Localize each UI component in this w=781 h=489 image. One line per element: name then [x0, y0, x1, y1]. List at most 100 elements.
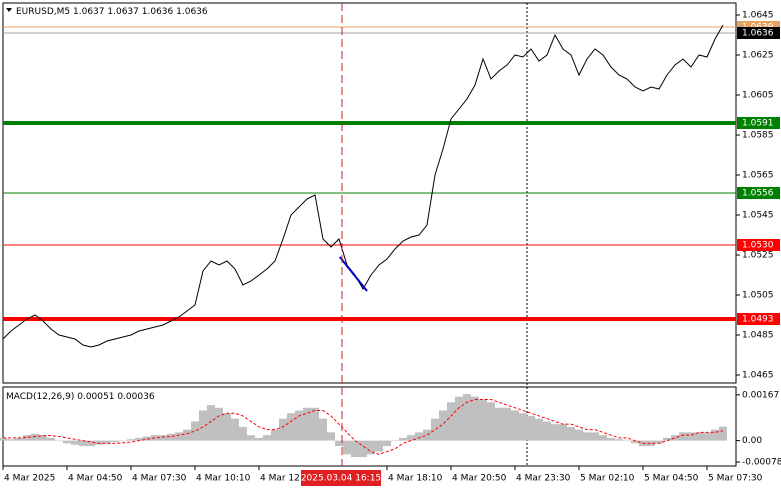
- y-tick-label: 1.0645: [742, 11, 774, 21]
- macd-bar: [527, 415, 535, 441]
- macd-bar: [87, 440, 95, 447]
- marks: 1.0645 1.0625 1.0605 1.0585 1.0565 1.0545 1.05…: [0, 11, 781, 484]
- macd-bar: [455, 396, 463, 441]
- macd-bar: [599, 435, 607, 441]
- macd-bar: [247, 435, 255, 441]
- macd-bar: [407, 435, 415, 441]
- macd-bar: [383, 440, 391, 447]
- crosshair-label: 2025.03.04 16:15: [301, 474, 381, 484]
- macd-bar: [327, 432, 335, 441]
- macd-bar: [279, 418, 287, 441]
- macd-bar: [423, 429, 431, 441]
- macd-bar: [567, 426, 575, 441]
- macd-bar: [663, 437, 671, 441]
- macd-bar: [375, 440, 383, 452]
- macd-bar: [623, 440, 631, 442]
- macd-bar: [167, 433, 175, 441]
- y-tick-label: 1.0505: [742, 291, 774, 301]
- macd-bar: [71, 440, 79, 445]
- macd-bar: [239, 426, 247, 441]
- level-label: 1.0556: [742, 189, 774, 199]
- macd-bar: [119, 440, 127, 442]
- macd-bar: [671, 435, 679, 441]
- symbol-menu[interactable]: [6, 8, 12, 12]
- macd-bar: [463, 394, 471, 441]
- macd-bar: [615, 439, 623, 441]
- x-tick-label: 5 Mar 07:30: [708, 474, 763, 484]
- close: 1.0636: [176, 7, 208, 17]
- y-tick-label: 0.00167: [742, 390, 779, 400]
- macd-bar: [15, 437, 23, 441]
- macd-value: 0.00051: [77, 392, 114, 402]
- macd-bar: [519, 413, 527, 441]
- macd-bar: [535, 418, 543, 441]
- macd-bar: [711, 429, 719, 441]
- macd-bar: [359, 440, 367, 458]
- macd-bar: [655, 440, 663, 444]
- x-tick-label: 4 Mar 23:30: [516, 474, 571, 484]
- macd-bar: [0, 437, 7, 441]
- x-tick-label: 4 Mar 12:50: [260, 474, 315, 484]
- macd-bar: [551, 424, 559, 441]
- macd-bar: [439, 410, 447, 441]
- level-label: 1.0530: [742, 241, 774, 251]
- macd-bar: [495, 407, 503, 441]
- macd-bar: [199, 410, 207, 441]
- macd-bar: [679, 432, 687, 441]
- x-tick-label: 4 Mar 07:30: [132, 474, 187, 484]
- macd-bar: [103, 440, 111, 444]
- bid-label: 1.0636: [742, 29, 774, 39]
- x-tick-label: 4 Mar 04:50: [68, 474, 123, 484]
- macd-bar: [79, 440, 87, 447]
- macd-bar: [391, 440, 399, 442]
- macd-bar: [319, 418, 327, 441]
- high: 1.0637: [107, 7, 139, 17]
- x-tick-label: 4 Mar 18:10: [388, 474, 443, 484]
- macd-bar: [215, 407, 223, 441]
- x-tick-label: 4 Mar 2025: [4, 474, 55, 484]
- macd-bar: [479, 399, 487, 441]
- trend-line: [339, 256, 368, 292]
- level-label: 1.0591: [742, 119, 774, 129]
- macd-bar: [631, 440, 639, 444]
- macd-bar: [63, 440, 71, 444]
- y-tick-label: 1.0485: [742, 331, 774, 341]
- macd-bar: [719, 426, 727, 441]
- y-tick-label: 1.0545: [742, 211, 774, 221]
- macd-bar: [399, 437, 407, 441]
- macd-bar: [127, 439, 135, 441]
- macd-bar: [447, 402, 455, 441]
- macd-title: MACD(12,26,9): [6, 392, 74, 402]
- y-tick-label: 1.0465: [742, 371, 774, 381]
- macd-bar: [647, 440, 655, 447]
- macd-bar: [543, 421, 551, 441]
- macd-bar: [607, 437, 615, 441]
- level-label-box: [737, 239, 780, 251]
- macd-bar: [695, 432, 703, 441]
- macd-bar: [335, 440, 343, 447]
- symbol: EURUSD,M5: [16, 7, 70, 17]
- macd-bar: [111, 440, 119, 442]
- macd-bar: [583, 432, 591, 441]
- y-tick-label: 1.0585: [742, 131, 774, 141]
- macd-bar: [159, 435, 167, 441]
- macd-bar: [263, 435, 271, 441]
- x-tick-label: 4 Mar 10:10: [196, 474, 251, 484]
- macd-bar: [431, 418, 439, 441]
- x-tick-label: 5 Mar 02:10: [580, 474, 635, 484]
- macd-bar: [95, 440, 103, 445]
- macd-bar: [295, 410, 303, 441]
- low: 1.0636: [142, 7, 174, 17]
- macd-bar: [223, 413, 231, 441]
- macd-bar: [175, 432, 183, 441]
- macd-bar: [23, 435, 31, 441]
- macd-bar: [143, 436, 151, 441]
- y-tick-label: -0.00078: [742, 457, 781, 467]
- macd-bar: [7, 439, 15, 441]
- macd-bar: [575, 429, 583, 441]
- y-tick-label: 0.00: [742, 436, 762, 446]
- macd-bar: [39, 435, 47, 441]
- level-label: 1.0493: [742, 315, 774, 325]
- macd-bar: [231, 418, 239, 441]
